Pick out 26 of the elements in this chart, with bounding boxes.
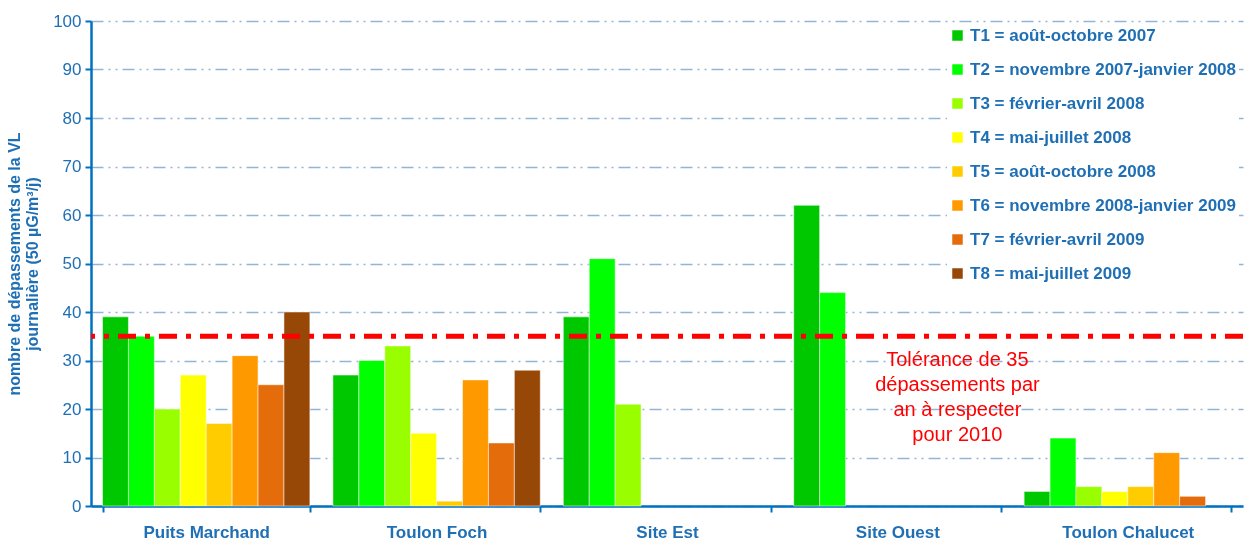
y-tick-label: 90 xyxy=(62,60,82,79)
legend-label: T1 = août-octobre 2007 xyxy=(970,25,1156,45)
legend-label: T6 = novembre 2008-janvier 2009 xyxy=(970,195,1237,215)
x-tick-label: Site Est xyxy=(636,522,700,542)
y-tick-label: 80 xyxy=(62,108,82,128)
y-tick-label: 20 xyxy=(62,399,82,419)
x-tick-label: Toulon Chalucet xyxy=(1062,522,1195,542)
y-tick-label: 100 xyxy=(53,11,82,31)
legend-label: T7 = février-avril 2009 xyxy=(970,229,1145,249)
x-tick-label: Puits Marchand xyxy=(143,522,270,542)
x-tick-label: Site Ouest xyxy=(855,522,941,542)
legend-label: T4 = mai-juillet 2008 xyxy=(970,127,1132,147)
legend-label: T5 = août-octobre 2008 xyxy=(970,161,1156,181)
y-tick-label: 10 xyxy=(62,448,82,467)
legend-label: T3 = février-avril 2008 xyxy=(970,93,1145,113)
y-tick-label: 70 xyxy=(62,157,82,176)
y-tick-label: 0 xyxy=(72,496,82,516)
y-tick-label: 50 xyxy=(62,254,82,273)
y-tick-label: 60 xyxy=(62,205,82,225)
y-axis-title: nombre de dépassements de la VL journalière (50 µG/m³/j) xyxy=(6,132,42,396)
legend-label: T2 = novembre 2007-janvier 2008 xyxy=(970,59,1237,79)
y-tick-label: 30 xyxy=(62,351,82,370)
y-tick-label: 40 xyxy=(62,302,82,322)
legend-label: T8 = mai-juillet 2009 xyxy=(970,263,1132,283)
x-tick-label: Toulon Foch xyxy=(386,522,488,542)
ref-line-label: Tolérance de 35 dépassements par an à respecter pour 2010 xyxy=(875,348,1041,446)
